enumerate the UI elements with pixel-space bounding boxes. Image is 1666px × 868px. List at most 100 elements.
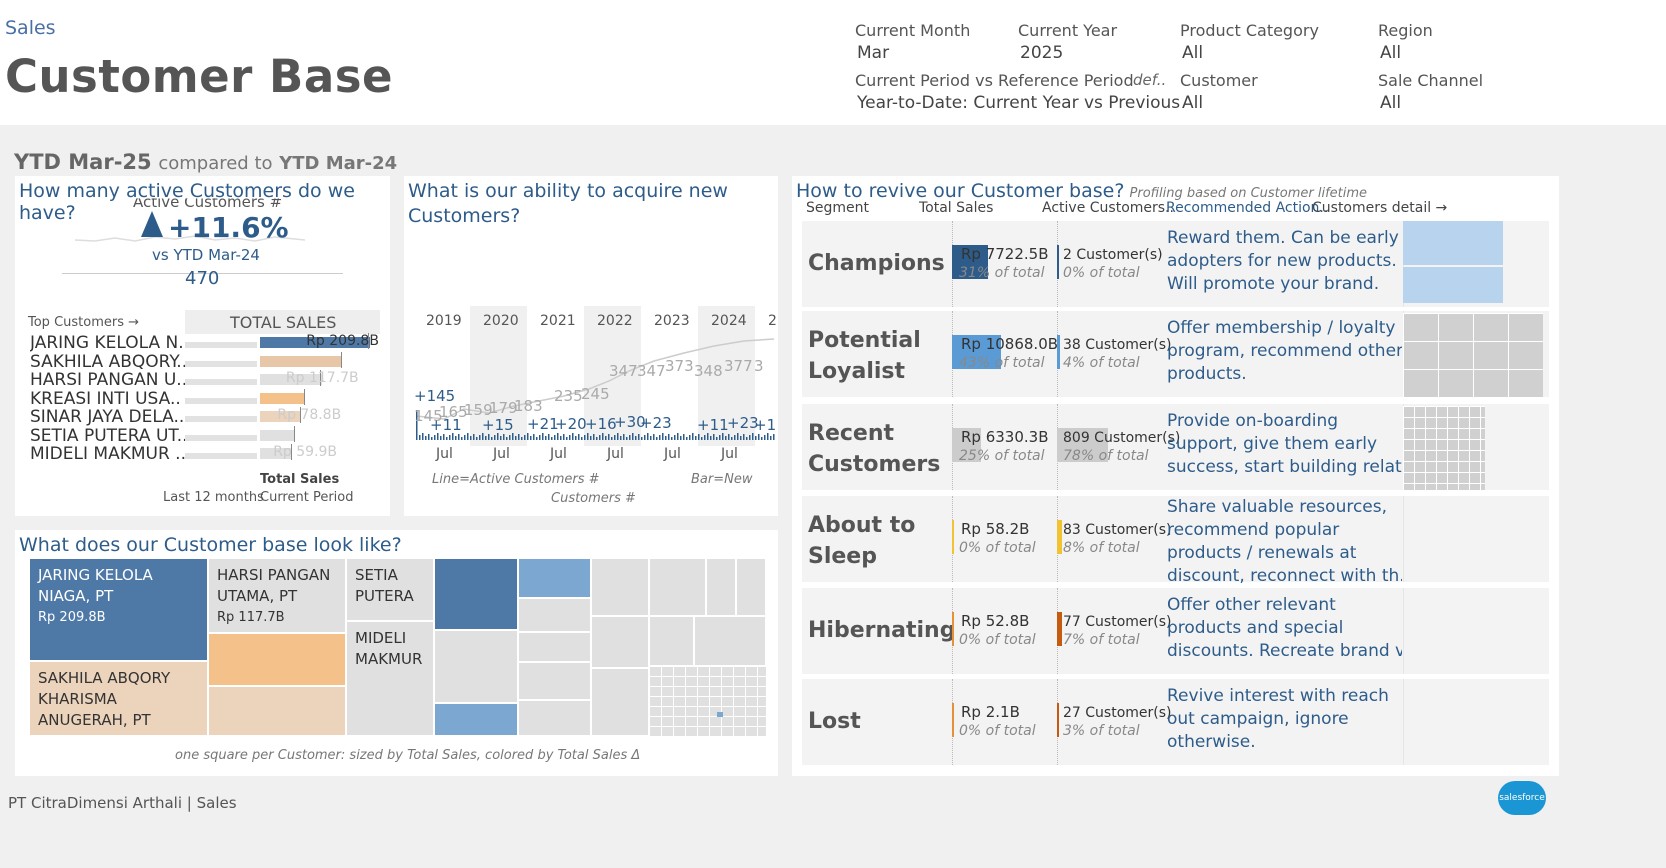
new-customer-bar bbox=[461, 437, 463, 440]
top-customer-bar bbox=[260, 392, 305, 404]
new-customer-bar bbox=[638, 434, 640, 440]
year-band bbox=[698, 306, 755, 446]
treemap-tile-sakhila[interactable]: SAKHILA ABQORY KHARISMA ANUGERAH, PT bbox=[29, 661, 208, 736]
treemap-tile[interactable] bbox=[518, 558, 591, 598]
treemap-tile[interactable] bbox=[649, 558, 706, 616]
segment-active-pct: 0% of total bbox=[1063, 265, 1140, 281]
treemap-tile[interactable] bbox=[736, 558, 766, 616]
active-count-label: 347 bbox=[609, 362, 638, 380]
new-customer-bar bbox=[665, 436, 667, 440]
new-customer-bar bbox=[548, 434, 550, 440]
treemap-tile-setia[interactable]: SETIA PUTERA bbox=[346, 558, 434, 621]
header-recommended-action[interactable]: Recommended Action.. bbox=[1166, 200, 1329, 216]
new-customer-bar bbox=[695, 436, 697, 440]
treemap-tile[interactable] bbox=[706, 558, 736, 616]
period-reference: YTD Mar-24 bbox=[279, 153, 398, 174]
segment-active-pct: 78% of total bbox=[1063, 448, 1149, 464]
treemap-tile-mideli[interactable]: MIDELI MAKMUR bbox=[346, 621, 434, 736]
new-customer-bar bbox=[614, 435, 616, 440]
treemap-tile-harsi[interactable]: HARSI PANGAN UTAMA, PT Rp 117.7B bbox=[208, 558, 346, 633]
new-customer-bar bbox=[497, 433, 499, 440]
filter-label-customer: Customer bbox=[1180, 71, 1258, 90]
customer-detail-tile[interactable] bbox=[1403, 313, 1543, 397]
top-customer-row[interactable]: MIDELI MAKMUR .. Rp 59.9B bbox=[15, 444, 390, 464]
new-customer-bar bbox=[683, 434, 685, 440]
segment-customers-detail[interactable] bbox=[1403, 496, 1549, 582]
new-customer-bar bbox=[719, 435, 721, 440]
active-customers-title: How many active Customers do we have? bbox=[19, 180, 355, 224]
filter-customer[interactable]: All bbox=[1182, 93, 1204, 113]
new-customer-bar bbox=[701, 437, 703, 440]
filter-label-current-month: Current Month bbox=[855, 21, 971, 40]
treemap-tile-jaring[interactable]: JARING KELOLA NIAGA, PT Rp 209.8B bbox=[29, 558, 208, 661]
filter-sale-channel[interactable]: All bbox=[1380, 93, 1402, 113]
active-count-label: 183 bbox=[514, 397, 543, 415]
new-customer-bar bbox=[569, 435, 571, 440]
segment-row[interactable]: Champions Rp 7722.5B 31% of total 2 Cust… bbox=[802, 221, 1549, 307]
segment-recommended-action: Offer membership / loyalty program, recom… bbox=[1167, 318, 1402, 384]
customer-detail-tile[interactable] bbox=[1403, 221, 1503, 265]
top-customers-link[interactable]: Top Customers → bbox=[28, 315, 140, 330]
top-customer-row[interactable]: SINAR JAYA DELA.. Rp 78.8B bbox=[15, 407, 390, 427]
top-customer-row[interactable]: SETIA PUTERA UT.. bbox=[15, 425, 390, 446]
treemap-tile-kreasi[interactable] bbox=[208, 633, 346, 686]
treemap-tile[interactable] bbox=[518, 598, 591, 632]
new-customer-bar bbox=[647, 433, 649, 440]
new-customer-bar bbox=[599, 435, 601, 440]
new-customer-bar bbox=[479, 435, 481, 440]
top-customer-bar bbox=[260, 374, 322, 385]
treemap-tile[interactable] bbox=[518, 662, 591, 700]
header-active-customers: Active Customers.. bbox=[1042, 200, 1174, 216]
segment-active-bar bbox=[1057, 520, 1063, 554]
new-customer-bar bbox=[482, 433, 484, 440]
top-customer-row[interactable]: SAKHILA ABQORY.. bbox=[15, 351, 390, 372]
top-customer-row[interactable]: KREASI INTI USA.. bbox=[15, 388, 390, 409]
month-label: Jul bbox=[663, 446, 681, 462]
segment-name: Lost bbox=[808, 709, 861, 734]
breadcrumb[interactable]: Sales bbox=[5, 17, 56, 39]
treemap-tile[interactable] bbox=[591, 668, 649, 736]
treemap-tile[interactable] bbox=[518, 700, 591, 736]
treemap-tile[interactable] bbox=[434, 558, 518, 630]
new-customer-bar bbox=[752, 433, 754, 440]
segment-row[interactable]: Potential Loyalist Rp 10868.0B 43% of tot… bbox=[802, 311, 1549, 397]
treemap-tile[interactable] bbox=[434, 630, 518, 703]
segment-customers-detail[interactable] bbox=[1403, 588, 1549, 674]
acquire-legend-customers: Customers # bbox=[551, 491, 636, 506]
new-count-label: +21 bbox=[527, 415, 559, 433]
segment-row[interactable]: Recent Customers Rp 6330.3B 25% of total … bbox=[802, 404, 1549, 490]
filter-region[interactable]: All bbox=[1380, 43, 1402, 63]
filter-current-year[interactable]: 2025 bbox=[1020, 43, 1064, 63]
new-customer-bar bbox=[527, 433, 529, 440]
segment-sales: Rp 58.2B bbox=[961, 520, 1030, 538]
treemap-tile[interactable] bbox=[591, 616, 649, 668]
segment-row[interactable]: Lost Rp 2.1B 0% of total 27 Customer(s) … bbox=[802, 679, 1549, 765]
acquire-chart: 2019 2020 2021 2022 2023 2024 2. Jul Jul Jul Jul Ju… bbox=[414, 306, 778, 462]
segment-customers-detail[interactable] bbox=[1403, 679, 1549, 765]
customer-detail-tile[interactable] bbox=[1403, 267, 1503, 303]
active-count-label: 159 bbox=[464, 401, 493, 419]
new-customer-bar bbox=[656, 437, 658, 440]
treemap-tile[interactable] bbox=[591, 558, 649, 616]
filter-period-compare[interactable]: Year-to-Date: Current Year vs Previous bbox=[857, 93, 1181, 113]
filter-def-link[interactable]: def.. bbox=[1133, 71, 1167, 89]
treemap-small-tiles[interactable] bbox=[649, 666, 766, 736]
filter-current-month[interactable]: Mar bbox=[857, 43, 890, 63]
treemap-tile[interactable] bbox=[518, 632, 591, 662]
treemap-tile[interactable] bbox=[434, 703, 518, 736]
top-customer-name: SETIA PUTERA UT.. bbox=[30, 425, 188, 446]
top-customer-row[interactable]: HARSI PANGAN U.. Rp 117.7B bbox=[15, 370, 390, 390]
segment-active: 77 Customer(s) bbox=[1063, 614, 1172, 630]
treemap-tile[interactable] bbox=[694, 616, 766, 666]
new-customer-bar bbox=[605, 436, 607, 440]
segment-row[interactable]: Hibernating Rp 52.8B 0% of total 77 Cust… bbox=[802, 588, 1549, 674]
treemap-tile[interactable] bbox=[717, 712, 723, 717]
treemap-tile-sinar[interactable] bbox=[208, 686, 346, 736]
treemap-tile[interactable] bbox=[649, 616, 694, 666]
customers-detail-link[interactable]: Customers detail → bbox=[1312, 200, 1448, 216]
customer-detail-tile[interactable] bbox=[1403, 406, 1485, 490]
filter-product-category[interactable]: All bbox=[1182, 43, 1204, 63]
segment-row[interactable]: About to Sleep Rp 58.2B 0% of total 83 Cu… bbox=[802, 496, 1549, 586]
top-customer-row[interactable]: JARING KELOLA N.. Rp 209.8B bbox=[15, 333, 390, 353]
active-count-label: 145 bbox=[414, 407, 443, 425]
